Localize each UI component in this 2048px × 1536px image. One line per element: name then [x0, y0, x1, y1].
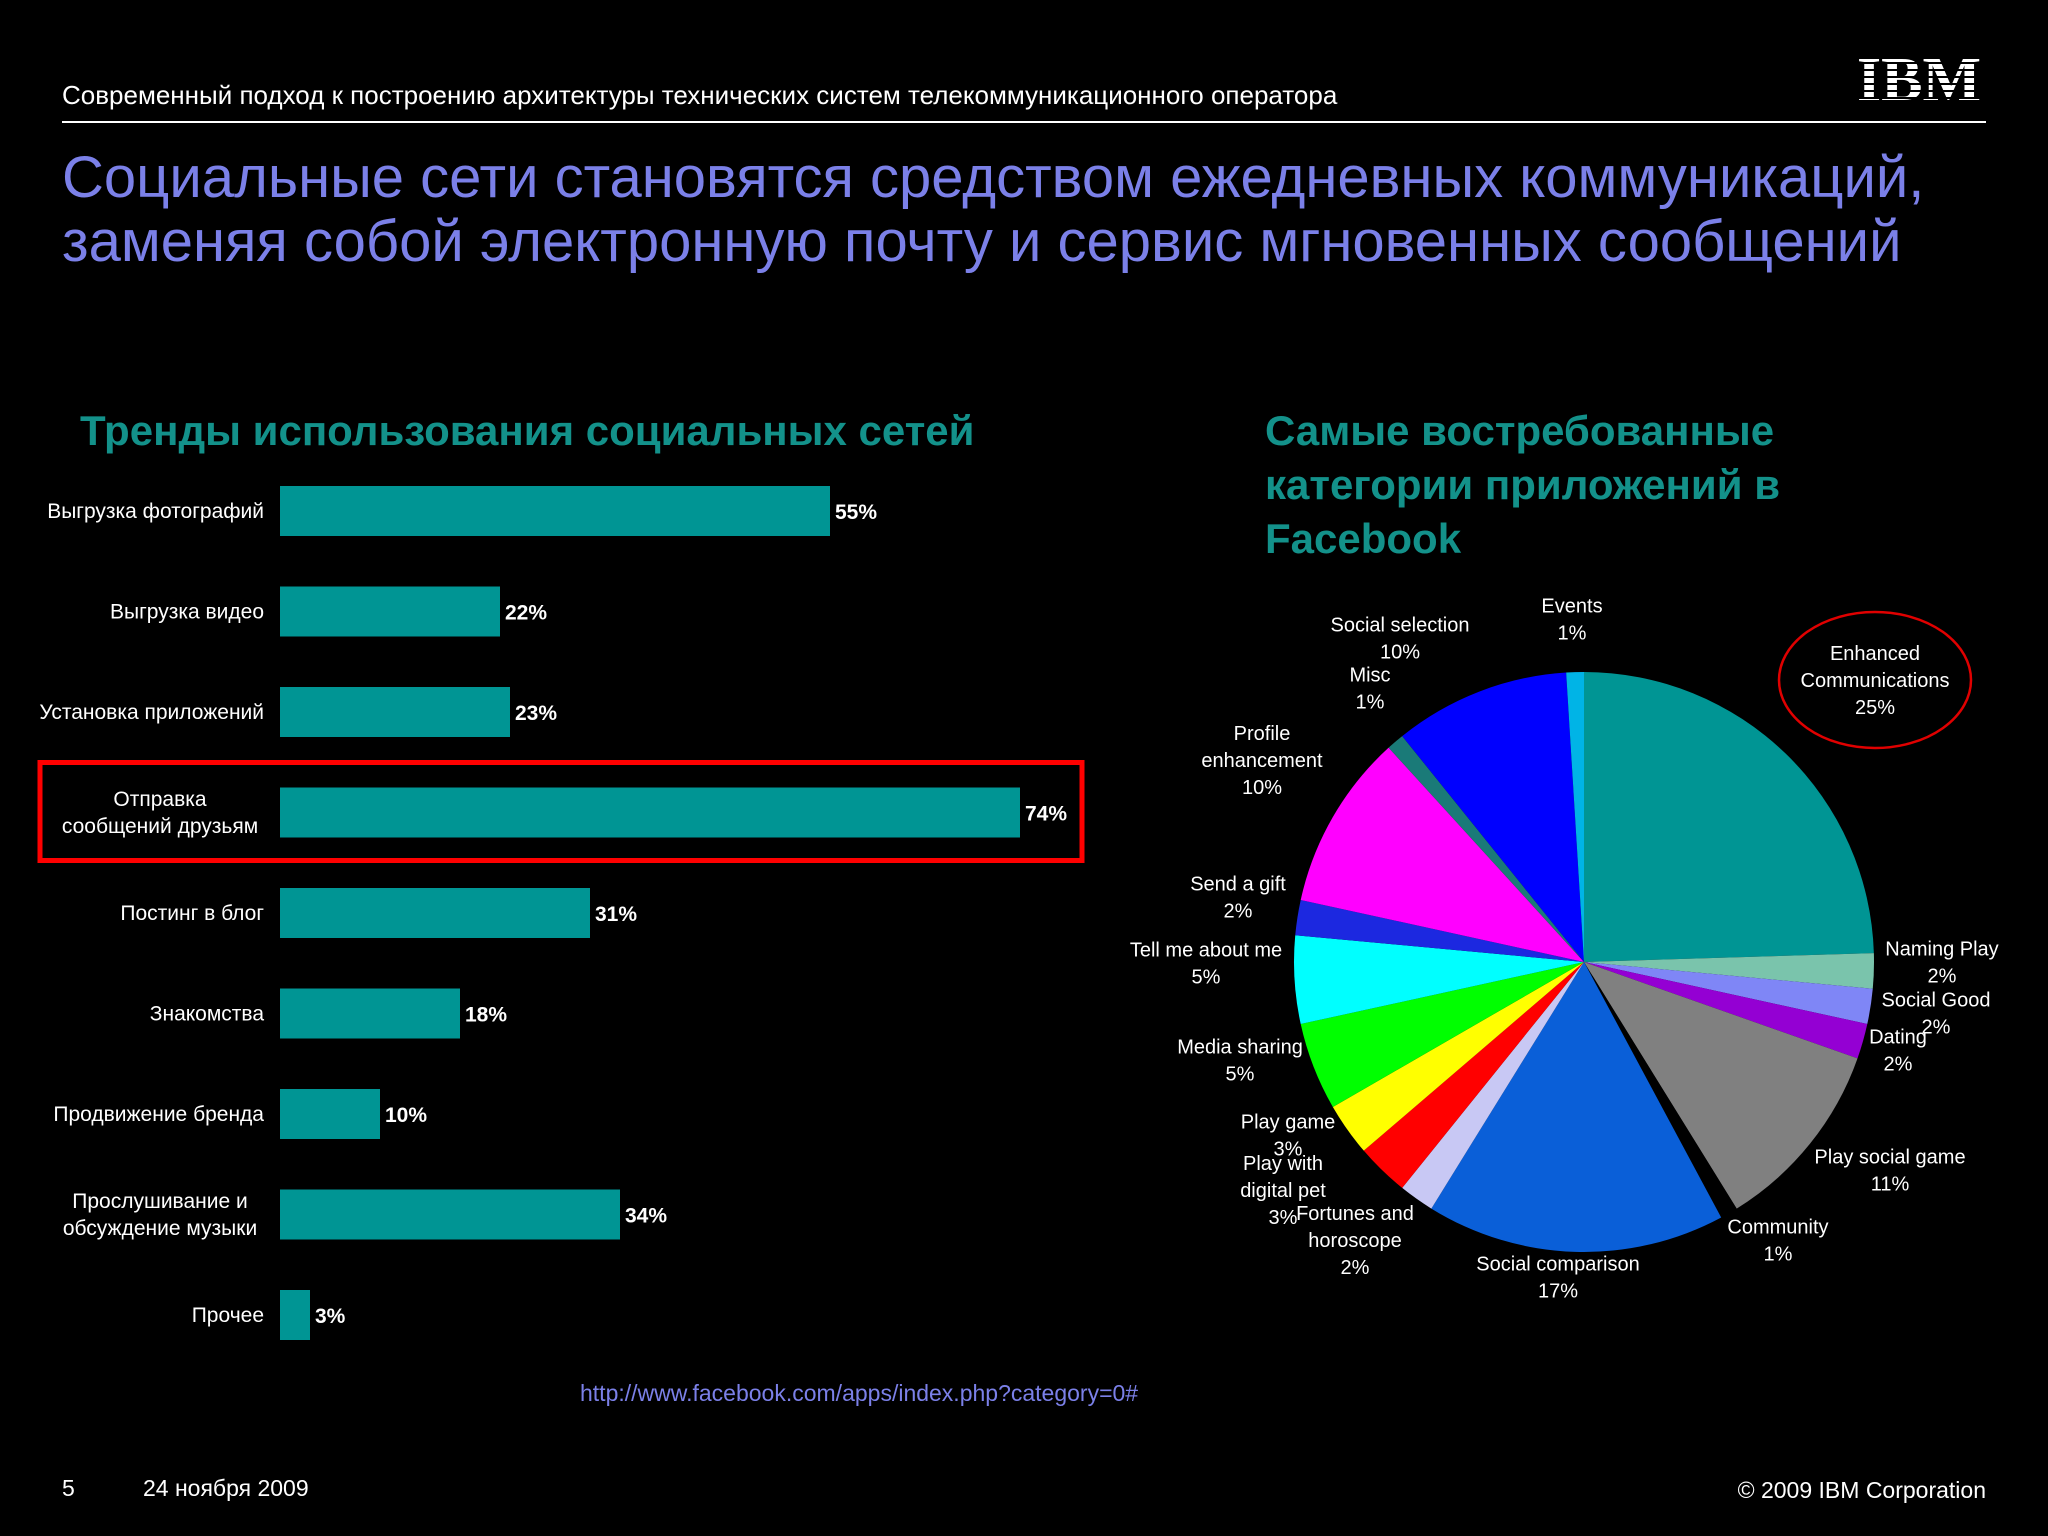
bar-value-label: 31%: [595, 903, 637, 926]
bar-category-label: Выгрузка фотографий: [47, 500, 264, 523]
header-divider: [62, 121, 1986, 123]
pie-label-misc: 1%: [1356, 692, 1385, 714]
bar-продвижение-бренда: [280, 1089, 380, 1139]
pie-label-dating: 2%: [1884, 1054, 1913, 1076]
pie-slice-social-good: [1584, 962, 1873, 1025]
pie-label-send-a-gift: 2%: [1224, 901, 1253, 923]
pie-label-dating: Dating: [1869, 1027, 1927, 1049]
bar-прослушивание-и-обсуждение-музыки: [280, 1189, 620, 1240]
pie-label-community: Community: [1727, 1217, 1828, 1239]
pie-label-media-sharing: Media sharing: [1177, 1037, 1303, 1059]
presentation-subtitle: Современный подход к построению архитект…: [62, 80, 1338, 110]
bar-value-label: 74%: [1025, 803, 1067, 826]
bar-value-label: 55%: [835, 501, 877, 524]
pie-slice-social-selection: [1402, 672, 1584, 962]
pie-slice-social-comparison: [1431, 962, 1722, 1252]
bar-category-label: Продвижение бренда: [53, 1103, 264, 1126]
pie-label-profile-enhancement: enhancement: [1201, 750, 1323, 772]
source-link[interactable]: http://www.facebook.com/apps/index.php?c…: [580, 1380, 1139, 1406]
bar-постинг-в-блог: [280, 888, 590, 938]
pie-label-social-good: Social Good: [1882, 990, 1991, 1012]
pie-label-play-social-game: Play social game: [1814, 1147, 1965, 1169]
slide-title: Социальные сети становятся средством еже…: [62, 145, 1925, 274]
pie-label-tell-me-about-me: 5%: [1192, 967, 1221, 989]
pie-slice-play-with-digital-pet: [1363, 962, 1584, 1188]
page-number: 5: [62, 1475, 75, 1501]
bar-установка-приложений: [280, 687, 510, 737]
pie-label-naming-play: 2%: [1928, 966, 1957, 988]
pie-label-community: 1%: [1764, 1244, 1793, 1266]
pie-slice-dating: [1584, 962, 1868, 1059]
pie-label-profile-enhancement: Profile: [1234, 723, 1291, 745]
bar-знакомства: [280, 988, 460, 1039]
pie-label-play-game: Play game: [1241, 1112, 1336, 1134]
pie-slice-media-sharing: [1300, 962, 1584, 1107]
pie-label-social-comparison: Social comparison: [1476, 1254, 1639, 1276]
pie-label-events: Events: [1541, 596, 1602, 618]
pie-label-profile-enhancement: 10%: [1242, 777, 1282, 799]
pie-slice-tell-me-about-me: [1294, 935, 1584, 1025]
pie-label-fortunes-and-horoscope: Fortunes and: [1296, 1203, 1414, 1225]
pie-label-enhanced-communications: Enhanced: [1830, 643, 1920, 665]
bar-value-label: 10%: [385, 1104, 427, 1127]
pie-label-enhanced-communications: Communications: [1801, 670, 1950, 692]
pie-label-fortunes-and-horoscope: horoscope: [1308, 1230, 1401, 1252]
pie-label-social-good: 2%: [1922, 1017, 1951, 1039]
bar-category-label: Установка приложений: [39, 701, 264, 724]
usage-trends-bar-chart: 55% Выгрузка фотографий 22% Выгрузка видео 2…: [37, 486, 1085, 1340]
pie-slice-misc: [1388, 736, 1584, 962]
ibm-logo: IBM: [1857, 50, 1981, 104]
bar-прочее: [280, 1290, 310, 1340]
bar-category-label: сообщений друзьям: [62, 815, 258, 838]
pie-slice-fortunes-and-horoscope: [1402, 962, 1584, 1209]
pie-label-events: 1%: [1558, 623, 1587, 645]
pie-label-social-selection: 10%: [1380, 642, 1420, 664]
pie-slice-profile-enhancement: [1300, 747, 1584, 962]
pie-slice-send-a-gift: [1295, 899, 1584, 962]
bar-category-label: Постинг в блог: [120, 902, 264, 925]
pie-chart-title: Самые востребованные категории приложени…: [1265, 407, 1781, 562]
bar-category-label: Отправка: [113, 788, 206, 811]
bar-value-label: 18%: [465, 1004, 507, 1027]
pie-label-play-with-digital-pet: digital pet: [1240, 1180, 1326, 1202]
bar-category-label: Выгрузка видео: [110, 601, 264, 624]
pie-slice-community: [1591, 975, 1746, 1233]
bar-выгрузка-видео: [280, 586, 500, 637]
pie-label-misc: Misc: [1349, 665, 1390, 687]
pie-label-play-game: 3%: [1274, 1139, 1303, 1161]
copyright: © 2009 IBM Corporation: [1737, 1477, 1986, 1503]
pie-label-play-with-digital-pet: Play with: [1243, 1153, 1323, 1175]
pie-label-social-comparison: 17%: [1538, 1281, 1578, 1303]
bar-value-label: 3%: [315, 1305, 346, 1328]
footer-date: 24 ноября 2009: [143, 1475, 309, 1501]
pie-label-play-with-digital-pet: 3%: [1269, 1207, 1298, 1229]
pie-label-media-sharing: 5%: [1226, 1064, 1255, 1086]
pie-slice-play-game: [1332, 962, 1584, 1151]
pie-label-play-social-game: 11%: [1871, 1174, 1910, 1196]
bar-category-label: Прочее: [192, 1304, 264, 1327]
pie-slice-enhanced-communications: [1584, 672, 1874, 962]
pie-slice-events: [1566, 672, 1584, 962]
pie-label-enhanced-communications: 25%: [1855, 697, 1895, 719]
pie-label-send-a-gift: Send a gift: [1190, 874, 1286, 896]
bar-value-label: 34%: [625, 1205, 667, 1228]
bar-category-label: Прослушивание и: [72, 1190, 247, 1213]
bar-value-label: 22%: [505, 602, 547, 625]
bar-category-label: обсуждение музыки: [63, 1217, 257, 1240]
bar-отправка-сообщений-друзьям: [280, 787, 1020, 838]
highlight-ellipse: [1777, 610, 1973, 750]
bar-value-label: 23%: [515, 702, 557, 725]
pie-label-naming-play: Naming Play: [1885, 939, 1998, 961]
svg-text:IBM: IBM: [1857, 50, 1981, 104]
pie-slice-play-social-game: [1584, 962, 1858, 1209]
highlight-box: [37, 760, 1085, 863]
pie-label-tell-me-about-me: Tell me about me: [1130, 940, 1282, 962]
bar-category-label: Знакомства: [150, 1003, 265, 1026]
bar-chart-title: Тренды использования социальных сетей: [80, 407, 975, 454]
pie-label-social-selection: Social selection: [1331, 615, 1470, 637]
pie-label-fortunes-and-horoscope: 2%: [1341, 1257, 1370, 1279]
bar-выгрузка-фотографий: [280, 486, 830, 536]
pie-slice-naming-play: [1584, 953, 1874, 989]
